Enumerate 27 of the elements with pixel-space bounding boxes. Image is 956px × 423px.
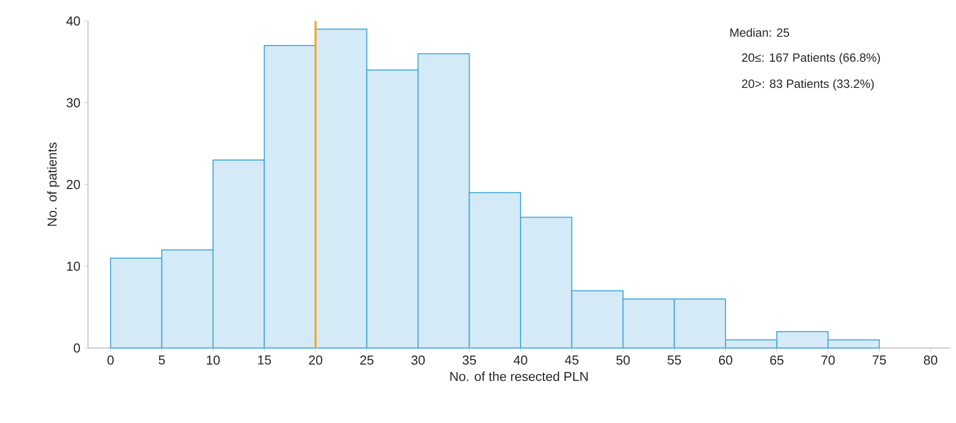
- x-tick-label: 65: [770, 356, 784, 365]
- x-tick-label: 70: [822, 356, 835, 365]
- y-tick-label: 0: [74, 343, 80, 353]
- x-tick-label: 40: [514, 356, 528, 365]
- x-axis-title: No. of the resected PLN: [450, 372, 588, 382]
- x-tick-label: 60: [718, 356, 732, 365]
- x-tick-label: 45: [564, 356, 578, 365]
- y-axis-title: No. of patients: [47, 142, 60, 226]
- y-tick-label: 30: [66, 98, 80, 108]
- x-tick-label: 30: [411, 356, 425, 365]
- x-tick-label: 10: [206, 356, 220, 365]
- annotation: Median: 25: [730, 28, 790, 37]
- y-tick-label: 20: [66, 180, 80, 190]
- x-tick-label: 15: [258, 356, 271, 365]
- x-tick-label: 55: [668, 356, 681, 365]
- x-tick-label: 20: [309, 356, 322, 365]
- y-tick-label: 10: [67, 262, 80, 271]
- x-tick-label: 0: [107, 356, 114, 365]
- x-tick-label: 75: [872, 356, 886, 365]
- x-tick-label: 25: [360, 356, 374, 365]
- x-tick-label: 80: [924, 356, 938, 365]
- annotation: 20≤: 167 Patients (66.8%): [742, 53, 880, 64]
- x-tick-label: 35: [462, 356, 476, 365]
- x-tick-label: 5: [158, 356, 165, 365]
- y-tick-label: 40: [66, 16, 80, 26]
- annotation: 20>: 83 Patients (33.2%): [742, 79, 874, 90]
- x-tick-label: 50: [616, 356, 630, 365]
